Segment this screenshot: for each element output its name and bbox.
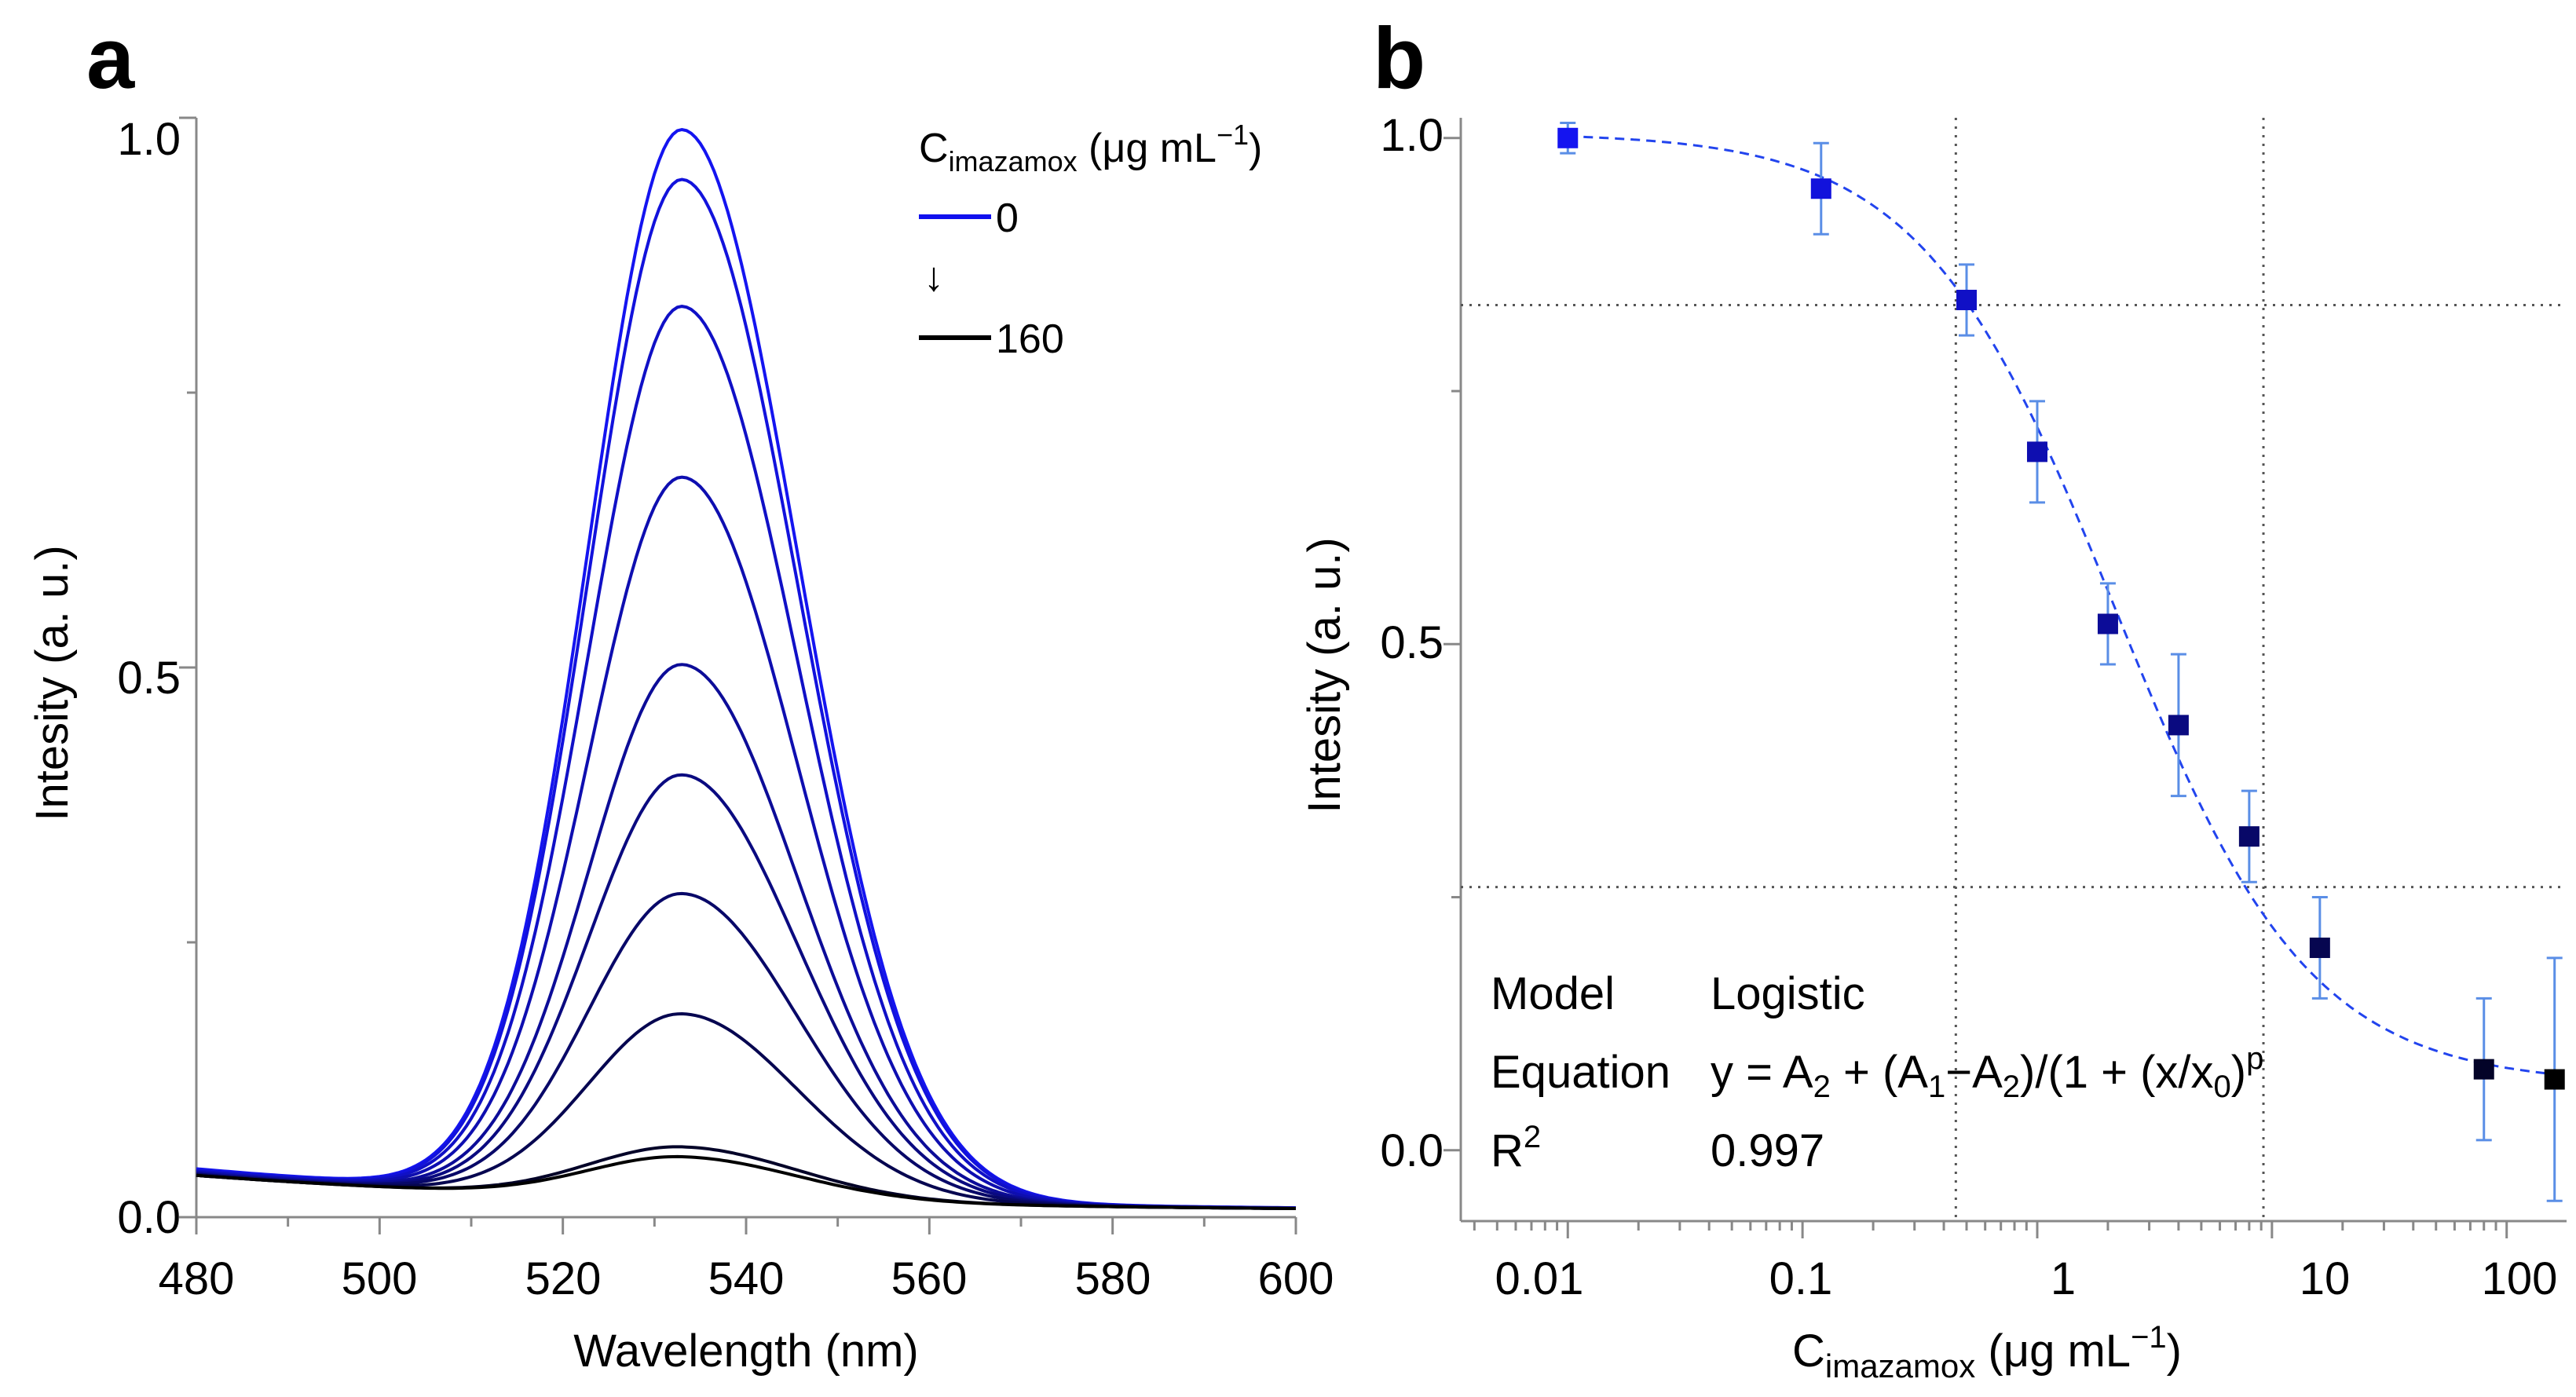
chart-b-guide-lines bbox=[1461, 118, 2567, 1221]
r2-main: R bbox=[1491, 1125, 1524, 1176]
legend-title-subscript: imazamox bbox=[949, 145, 1078, 177]
annotation-model-value: Logistic bbox=[1711, 968, 1865, 1019]
legend-arrow-icon: ↓ bbox=[924, 254, 944, 300]
legend-title-unit: (μg mL bbox=[1078, 126, 1217, 171]
data-point-3 bbox=[2026, 441, 2047, 463]
annotation-r2-key: R2 bbox=[1491, 1120, 1541, 1176]
chart-b-xtick-label: 0.01 bbox=[1495, 1253, 1584, 1304]
spectrum-line-3 bbox=[196, 475, 1297, 1210]
chart-a-xtick-label: 560 bbox=[891, 1253, 968, 1304]
eq-part: + (A bbox=[1831, 1047, 1928, 1098]
chart-b-xtick-label: 0.1 bbox=[1769, 1253, 1833, 1304]
eq-part: −A bbox=[1945, 1047, 2003, 1098]
xlabel-close: ) bbox=[2167, 1326, 2182, 1377]
xlabel-subscript: imazamox bbox=[1825, 1348, 1975, 1384]
eq-subscript: 1 bbox=[1928, 1070, 1945, 1104]
chart-b-fit bbox=[1568, 135, 2555, 1076]
chart-b-x-axis-title: Cimazamox (μg mL−1) bbox=[1792, 1320, 2182, 1384]
chart-a-y-axis-title: Intesity (a. u.) bbox=[27, 545, 78, 821]
chart-a-xtick-label: 500 bbox=[342, 1253, 418, 1304]
xlabel-unit: (μg mL bbox=[1975, 1326, 2131, 1377]
data-point-8 bbox=[2473, 1059, 2494, 1080]
data-point-0 bbox=[1557, 127, 1579, 148]
annotation-equation-key: Equation bbox=[1491, 1047, 1670, 1098]
chart-a-xtick-label: 520 bbox=[525, 1253, 602, 1304]
chart-b-xtick-label: 10 bbox=[2300, 1253, 2351, 1304]
chart-b-points bbox=[1557, 121, 2565, 1202]
data-point-5 bbox=[2168, 715, 2189, 736]
eq-superscript: p bbox=[2246, 1041, 2263, 1076]
chart-b-xtick-label: 100 bbox=[2482, 1253, 2558, 1304]
eq-part: y = A bbox=[1711, 1047, 1813, 1098]
legend-title-superscript: −1 bbox=[1217, 119, 1249, 151]
data-point-2 bbox=[1956, 290, 1978, 311]
xlabel-main: C bbox=[1792, 1326, 1825, 1377]
chart-a-x-axis-title: Wavelength (nm) bbox=[573, 1326, 918, 1377]
chart-a-ytick-label: 0.0 bbox=[117, 1192, 181, 1243]
panel-label-b: b bbox=[1373, 10, 1425, 107]
chart-a-curves bbox=[196, 127, 1297, 1210]
data-point-7 bbox=[2309, 937, 2330, 958]
chart-a-xtick-label: 540 bbox=[708, 1253, 785, 1304]
chart-a-ticks bbox=[179, 116, 1297, 1234]
annotation-model-key: Model bbox=[1491, 968, 1615, 1019]
legend-title-close: ) bbox=[1249, 126, 1262, 171]
legend-title: Cimazamox (μg mL−1) bbox=[919, 119, 1262, 177]
xlabel-superscript: −1 bbox=[2131, 1320, 2167, 1355]
spectrum-line-1 bbox=[196, 177, 1296, 1210]
annotation-r2-value: 0.997 bbox=[1711, 1125, 1824, 1176]
chart-a-xtick-label: 600 bbox=[1258, 1253, 1334, 1304]
chart-b: 0.0 0.5 1.0 0.01 0.1 1 10 100 Cimazamox … bbox=[1299, 110, 2567, 1384]
spectrum-line-6 bbox=[196, 891, 1297, 1210]
data-point-1 bbox=[1810, 178, 1831, 199]
chart-b-xtick-label: 1 bbox=[2051, 1253, 2076, 1304]
chart-b-ytick-label: 0.0 bbox=[1380, 1125, 1444, 1176]
panel-label-a: a bbox=[86, 10, 135, 107]
spectrum-line-5 bbox=[196, 773, 1297, 1210]
chart-a-legend: Cimazamox (μg mL−1) 0 ↓ 160 bbox=[919, 119, 1262, 362]
chart-b-ticks bbox=[1444, 137, 2508, 1238]
legend-end-label: 160 bbox=[996, 316, 1064, 362]
data-point-6 bbox=[2238, 826, 2259, 847]
fit-annotation: Model Logistic Equation y = A2 + (A1−A2)… bbox=[1491, 968, 2263, 1176]
legend-start-label: 0 bbox=[996, 196, 1019, 241]
fit-curve bbox=[1568, 135, 2555, 1076]
chart-b-ytick-label: 1.0 bbox=[1380, 110, 1444, 161]
r2-superscript: 2 bbox=[1524, 1120, 1541, 1154]
spectrum-line-2 bbox=[196, 305, 1297, 1210]
data-point-9 bbox=[2544, 1069, 2565, 1090]
chart-a-xtick-label: 480 bbox=[159, 1253, 235, 1304]
legend-title-main: C bbox=[919, 126, 949, 171]
chart-a-ytick-label: 0.5 bbox=[117, 653, 181, 704]
chart-b-ytick-label: 0.5 bbox=[1380, 617, 1444, 668]
chart-a: 0.0 0.5 1.0 480 500 520 540 560 580 600 … bbox=[27, 114, 1334, 1377]
eq-part: ) bbox=[2231, 1047, 2246, 1098]
eq-subscript: 2 bbox=[2003, 1070, 2020, 1104]
spectrum-line-0 bbox=[196, 127, 1297, 1210]
annotation-equation-value: y = A2 + (A1−A2)/(1 + (x/x0)p bbox=[1711, 1041, 2263, 1104]
chart-a-xtick-label: 580 bbox=[1075, 1253, 1151, 1304]
data-point-4 bbox=[2097, 613, 2118, 635]
chart-b-y-axis-title: Intesity (a. u.) bbox=[1299, 537, 1350, 813]
spectrum-line-9 bbox=[196, 1154, 1296, 1210]
chart-a-ytick-label: 1.0 bbox=[117, 114, 181, 165]
eq-subscript: 2 bbox=[1813, 1070, 1831, 1104]
eq-subscript: 0 bbox=[2214, 1070, 2231, 1104]
eq-part: )/(1 + (x/x bbox=[2020, 1047, 2214, 1098]
